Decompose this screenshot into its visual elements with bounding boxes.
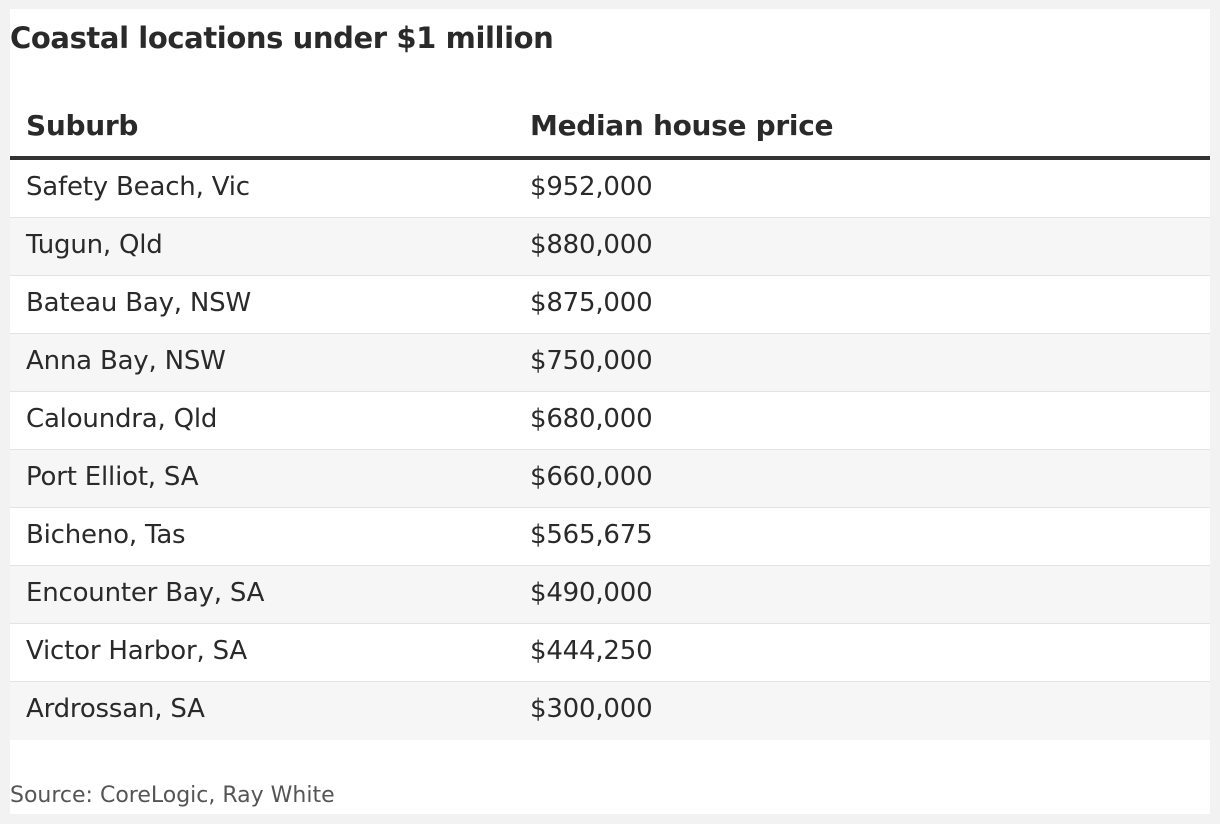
table-row: Ardrossan, SA $300,000 — [10, 682, 1210, 740]
table-row: Bicheno, Tas $565,675 — [10, 508, 1210, 566]
cell-suburb: Safety Beach, Vic — [26, 172, 250, 202]
table-row: Victor Harbor, SA $444,250 — [10, 624, 1210, 682]
table-row: Port Elliot, SA $660,000 — [10, 450, 1210, 508]
cell-median-price: $565,675 — [530, 520, 653, 550]
column-header-median-price: Median house price — [530, 109, 834, 142]
cell-suburb: Port Elliot, SA — [26, 462, 199, 492]
cell-suburb: Caloundra, Qld — [26, 404, 218, 434]
table-row: Anna Bay, NSW $750,000 — [10, 334, 1210, 392]
table-row: Safety Beach, Vic $952,000 — [10, 160, 1210, 218]
cell-suburb: Anna Bay, NSW — [26, 346, 226, 376]
source-note: Source: CoreLogic, Ray White — [10, 783, 335, 808]
cell-median-price: $660,000 — [530, 462, 653, 492]
cell-suburb: Bateau Bay, NSW — [26, 288, 251, 318]
price-table: Suburb Median house price Safety Beach, … — [10, 97, 1210, 740]
table-card: Coastal locations under $1 million Subur… — [10, 9, 1210, 814]
table-row: Tugun, Qld $880,000 — [10, 218, 1210, 276]
cell-median-price: $300,000 — [530, 694, 653, 724]
cell-median-price: $680,000 — [530, 404, 653, 434]
table-title: Coastal locations under $1 million — [10, 21, 554, 55]
cell-median-price: $875,000 — [530, 288, 653, 318]
cell-median-price: $750,000 — [530, 346, 653, 376]
cell-median-price: $952,000 — [530, 172, 653, 202]
table-row: Caloundra, Qld $680,000 — [10, 392, 1210, 450]
table-row: Encounter Bay, SA $490,000 — [10, 566, 1210, 624]
column-header-suburb: Suburb — [26, 109, 139, 142]
cell-suburb: Tugun, Qld — [26, 230, 163, 260]
cell-suburb: Encounter Bay, SA — [26, 578, 265, 608]
cell-suburb: Ardrossan, SA — [26, 694, 205, 724]
table-header-row: Suburb Median house price — [10, 97, 1210, 160]
cell-median-price: $880,000 — [530, 230, 653, 260]
table-body: Safety Beach, Vic $952,000 Tugun, Qld $880,… — [10, 160, 1210, 740]
table-row: Bateau Bay, NSW $875,000 — [10, 276, 1210, 334]
cell-median-price: $444,250 — [530, 636, 653, 666]
cell-median-price: $490,000 — [530, 578, 653, 608]
cell-suburb: Bicheno, Tas — [26, 520, 186, 550]
cell-suburb: Victor Harbor, SA — [26, 636, 247, 666]
